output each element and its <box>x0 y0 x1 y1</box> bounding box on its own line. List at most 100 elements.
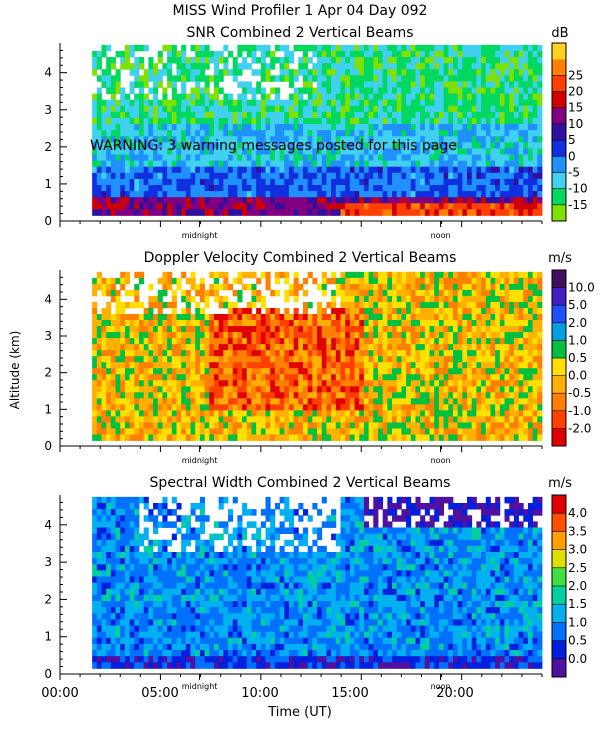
snr-cell <box>256 130 262 137</box>
snr-cell <box>317 81 323 88</box>
snr-cell <box>429 191 435 198</box>
snr-cell <box>96 136 102 143</box>
snr-cell <box>523 111 529 119</box>
snr-cell <box>354 203 360 210</box>
snr-cell <box>382 148 388 155</box>
snr-cell <box>401 105 407 113</box>
doppler-velocity-cell <box>138 350 145 357</box>
doppler-velocity-cell <box>256 295 262 303</box>
snr-cell <box>213 50 220 58</box>
snr-cell <box>377 124 384 131</box>
snr-cell <box>335 172 341 180</box>
snr-cell <box>101 117 107 125</box>
snr-cell <box>270 142 276 149</box>
doppler-velocity-cell <box>317 332 323 339</box>
snr-cell <box>209 178 215 186</box>
snr-cell <box>171 93 177 101</box>
doppler-velocity-cell <box>434 392 440 399</box>
snr-cell <box>242 99 248 107</box>
doppler-velocity-cell <box>218 422 224 429</box>
snr-cell <box>392 209 398 216</box>
doppler-velocity-cell <box>92 301 98 309</box>
doppler-velocity-cell <box>321 374 327 381</box>
doppler-velocity-cell <box>256 320 262 327</box>
snr-cell <box>462 69 468 76</box>
doppler-velocity-cell <box>396 295 402 303</box>
snr-cell <box>420 191 426 198</box>
snr-cell <box>527 136 534 143</box>
snr-cell <box>138 57 145 64</box>
snr-cell <box>120 130 126 137</box>
snr-cell <box>326 203 332 210</box>
doppler-velocity-cell <box>167 277 173 285</box>
doppler-velocity-cell <box>382 332 388 339</box>
snr-colorbar-label: 25 <box>568 68 583 82</box>
doppler-velocity-cell <box>331 295 337 303</box>
snr-cell <box>167 172 173 180</box>
doppler-velocity-cell <box>476 386 482 393</box>
doppler-velocity-cell <box>246 326 252 333</box>
snr-cell <box>148 184 154 192</box>
snr-cell <box>377 191 384 198</box>
doppler-velocity-cell <box>467 338 473 345</box>
snr-cell <box>532 154 538 161</box>
snr-cell <box>527 172 534 180</box>
doppler-velocity-cell <box>420 404 426 411</box>
doppler-velocity-cell <box>377 332 384 339</box>
snr-cell <box>303 154 309 161</box>
snr-cell <box>213 87 220 94</box>
doppler-velocity-cell <box>157 392 163 399</box>
doppler-velocity-cell <box>228 404 234 411</box>
snr-cell <box>303 136 309 143</box>
snr-cell <box>527 203 534 210</box>
snr-cell <box>129 105 135 113</box>
snr-cell <box>382 105 388 113</box>
snr-cell <box>523 154 529 161</box>
doppler-velocity-cell <box>396 338 402 345</box>
doppler-velocity-cell <box>448 410 454 417</box>
snr-cell <box>452 154 459 161</box>
snr-cell <box>274 148 280 155</box>
snr-cell <box>462 136 468 143</box>
doppler-velocity-cell <box>195 392 201 399</box>
snr-cell <box>270 184 276 192</box>
snr-cell <box>190 105 196 113</box>
snr-cell <box>490 209 496 216</box>
snr-cell <box>340 69 346 76</box>
doppler-velocity-cell <box>251 344 257 351</box>
snr-cell <box>298 209 304 216</box>
doppler-velocity-cell <box>270 386 276 393</box>
doppler-velocity-cell <box>396 386 402 393</box>
snr-cell <box>481 50 487 58</box>
snr-cell <box>265 75 271 82</box>
doppler-velocity-cell <box>499 289 505 297</box>
doppler-velocity-cell <box>246 428 252 435</box>
doppler-velocity-cell <box>162 380 168 387</box>
snr-cell <box>504 50 510 58</box>
doppler-velocity-cell <box>457 368 463 375</box>
doppler-velocity-cell <box>162 350 168 357</box>
doppler-velocity-cell <box>195 320 201 327</box>
doppler-velocity-cell <box>134 428 140 435</box>
doppler-velocity-cell <box>429 410 435 417</box>
snr-cell <box>138 166 145 174</box>
snr-cell <box>527 184 534 192</box>
doppler-velocity-cell <box>157 362 163 369</box>
snr-cell <box>153 197 159 204</box>
snr-cell <box>340 117 346 125</box>
snr-cell <box>481 99 487 107</box>
doppler-velocity-cell <box>110 283 116 291</box>
snr-cell <box>260 75 266 82</box>
snr-cell <box>213 203 220 210</box>
snr-cell <box>96 50 102 58</box>
doppler-velocity-cell <box>303 368 309 375</box>
snr-cell <box>354 93 360 101</box>
doppler-velocity-cell <box>448 404 454 411</box>
doppler-velocity-cell <box>345 295 351 303</box>
doppler-velocity-cell <box>274 277 280 285</box>
snr-cell <box>448 124 454 131</box>
snr-cell <box>260 111 266 119</box>
snr-cell <box>467 124 473 131</box>
doppler-velocity-cell <box>377 271 384 279</box>
snr-cell <box>504 184 510 192</box>
